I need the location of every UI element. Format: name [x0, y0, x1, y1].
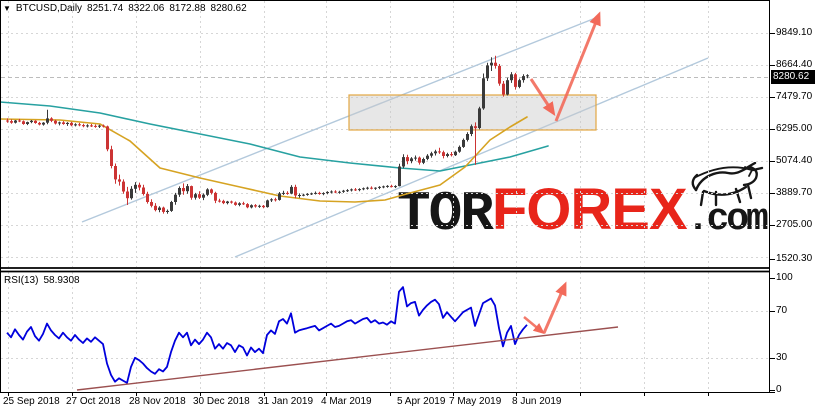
price-axis-label: 9849.10 — [776, 27, 813, 38]
symbol-ohlc-header: ▼ BTCUSD,Daily 8251.74 8322.06 8172.88 8… — [3, 3, 247, 14]
time-axis-label: 31 Jan 2019 — [258, 396, 314, 407]
symbol-dropdown-icon[interactable]: ▼ — [3, 3, 11, 13]
rsi-axis-label: 70 — [776, 305, 788, 316]
price-axis-label: 2705.00 — [776, 219, 813, 230]
time-axis-label: 27 Oct 2018 — [66, 396, 121, 407]
forecast-up-arrow — [554, 11, 601, 122]
symbol-timeframe-label: BTCUSD,Daily — [15, 3, 83, 14]
time-axis-label: 5 Apr 2019 — [397, 396, 446, 407]
candlestick-series — [6, 55, 529, 214]
watermark-brand: FOREX — [491, 177, 688, 242]
rsi-indicator-label: RSI(13) 58.9308 — [4, 275, 80, 286]
time-axis-label: 28 Nov 2018 — [129, 396, 186, 407]
price-axis-label: 6295.00 — [776, 123, 813, 134]
ohlc-low: 8172.88 — [169, 3, 206, 14]
watermark: TOR FOREX .com — [397, 176, 769, 246]
axis-ticks — [8, 33, 775, 396]
price-axis-label: 1520.30 — [776, 253, 813, 264]
ohlc-high: 8322.06 — [128, 3, 165, 14]
time-axis-label: 25 Sep 2018 — [3, 396, 60, 407]
rsi-axis-label: 100 — [776, 272, 793, 283]
time-axis-label: 8 Jun 2019 — [512, 396, 562, 407]
channel-lower-line — [234, 57, 709, 258]
rsi-up-arrow — [542, 281, 567, 334]
price-axis-label: 7479.70 — [776, 91, 813, 102]
current-price-badge: 8280.62 — [771, 70, 815, 84]
ma-slow-teal — [0, 101, 549, 172]
panel-borders — [0, 0, 775, 393]
time-axis-label: 7 May 2019 — [449, 396, 502, 407]
time-axis-label: 4 Mar 2019 — [321, 396, 372, 407]
rsi-axis-label: 0 — [776, 384, 782, 395]
ma-fast-orange — [0, 116, 528, 203]
ohlc-close: 8280.62 — [210, 3, 247, 14]
forecast-down-arrow — [529, 78, 556, 117]
price-axis-label: 5074.40 — [776, 155, 813, 166]
price-axis-label: 8664.40 — [776, 59, 813, 70]
bull-logo-icon — [691, 162, 764, 207]
rsi-name: RSI(13) — [4, 275, 39, 286]
rsi-down-arrow — [523, 316, 545, 335]
rsi-axis-label: 30 — [776, 352, 788, 363]
ohlc-open: 8251.74 — [87, 3, 124, 14]
channel-upper-line — [81, 16, 599, 223]
grid — [1, 1, 768, 391]
rsi-support-trendline — [76, 326, 619, 391]
price-axis-label: 3889.70 — [776, 187, 813, 198]
rsi-line — [6, 286, 528, 384]
time-axis-label: 30 Dec 2018 — [193, 396, 250, 407]
rsi-value: 58.9308 — [43, 275, 80, 286]
